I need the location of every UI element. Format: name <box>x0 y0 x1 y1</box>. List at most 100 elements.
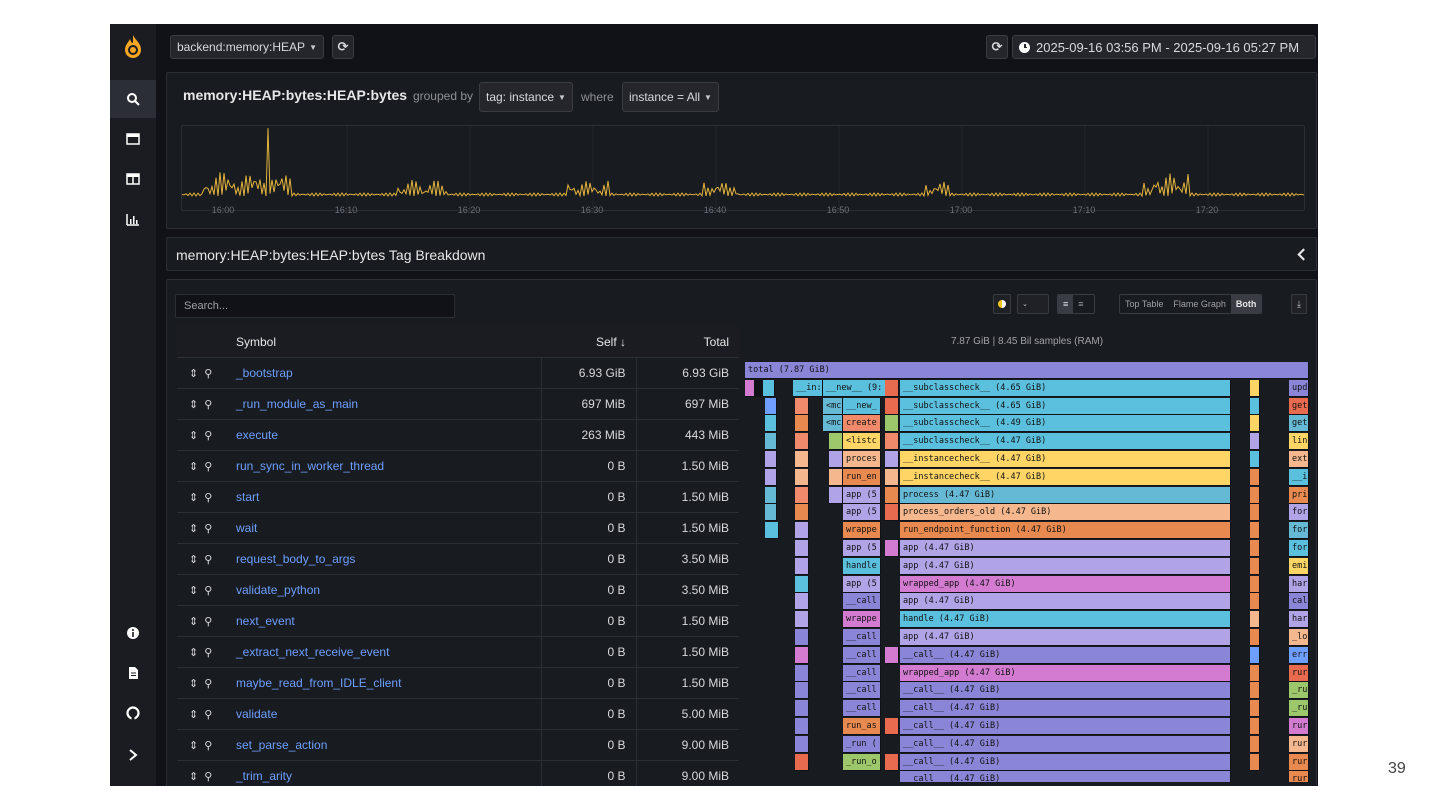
flame-frame[interactable] <box>885 379 899 397</box>
flame-frame[interactable] <box>885 646 899 664</box>
flame-frame[interactable]: process (4.47 GiB) <box>900 486 1231 504</box>
flame-frame[interactable]: app (5 <box>843 540 881 557</box>
search-icon[interactable]: ⚲ <box>204 491 219 504</box>
flame-frame[interactable] <box>795 682 809 700</box>
view-mode-toggle[interactable]: Top Table Flame Graph Both <box>1119 294 1263 314</box>
flame-frame[interactable]: create <box>843 415 881 433</box>
flame-frame[interactable] <box>1250 522 1260 540</box>
flame-frame[interactable]: <listc <box>843 433 881 451</box>
flame-frame[interactable]: lin <box>1289 433 1309 451</box>
sandwich-toggle-icon[interactable]: ⇕ <box>189 367 205 380</box>
flame-frame[interactable]: wrappe <box>843 522 881 540</box>
flame-frame[interactable] <box>795 522 809 540</box>
flame-frame[interactable] <box>765 433 777 451</box>
flame-frame[interactable] <box>1250 611 1260 629</box>
table-row[interactable]: ⇕⚲ run_sync_in_worker_thread 0 B 1.50 MiB <box>177 450 739 482</box>
symbol-link[interactable]: _bootstrap <box>236 366 293 380</box>
flame-frame[interactable]: __call__ (4.47 GiB) <box>900 735 1231 753</box>
symbol-link[interactable]: request_body_to_args <box>236 552 356 566</box>
flame-frame[interactable]: _ru <box>1289 682 1309 700</box>
flame-frame[interactable]: run_endpoint_function (4.47 GiB) <box>900 522 1231 540</box>
flame-frame[interactable] <box>1250 504 1260 522</box>
flame-frame[interactable] <box>1250 540 1260 557</box>
symbol-cell[interactable]: wait <box>235 512 541 544</box>
table-row[interactable]: ⇕⚲ set_parse_action 0 B 9.00 MiB <box>177 729 739 761</box>
flame-frame[interactable]: __call__ (4.47 GiB) <box>900 682 1231 700</box>
table-row[interactable]: ⇕⚲ _run_module_as_main 697 MiB 697 MiB <box>177 388 739 420</box>
search-icon[interactable]: ⚲ <box>204 739 219 752</box>
view-top-table-button[interactable]: Top Table <box>1125 299 1164 309</box>
flame-frame[interactable]: emi <box>1289 557 1309 575</box>
flame-frame[interactable]: app (4.47 GiB) <box>900 593 1231 611</box>
flame-graph[interactable]: total (7.87 GiB) __subclasscheck__ (4.65 … <box>745 362 1309 782</box>
flame-frame[interactable] <box>765 522 779 540</box>
sandwich-toggle-icon[interactable]: ⇕ <box>189 708 205 721</box>
symbol-link[interactable]: _extract_next_receive_event <box>236 645 390 659</box>
flame-frame[interactable] <box>765 486 777 504</box>
flame-frame[interactable] <box>1250 451 1260 468</box>
symbol-link[interactable]: execute <box>236 428 279 442</box>
info-nav-button[interactable] <box>110 614 156 652</box>
flame-frame[interactable]: get <box>1289 415 1309 433</box>
sandwich-toggle-icon[interactable]: ⇕ <box>189 770 205 783</box>
refresh-apps-button[interactable]: ⟳ <box>332 35 354 59</box>
flame-frame[interactable] <box>885 540 899 557</box>
flame-frame[interactable] <box>765 397 777 415</box>
search-icon[interactable]: ⚲ <box>204 553 219 566</box>
flame-frame[interactable] <box>765 468 777 486</box>
symbol-link[interactable]: set_parse_action <box>236 738 328 752</box>
flame-frame[interactable]: cal <box>1289 593 1309 611</box>
search-nav-button[interactable] <box>110 80 156 118</box>
flame-frame[interactable] <box>1250 557 1260 575</box>
flame-frame[interactable] <box>1250 718 1260 735</box>
flame-frame[interactable]: __new__ (9: <box>823 379 891 397</box>
sandwich-toggle-icon[interactable]: ⇕ <box>189 429 205 442</box>
flame-frame[interactable] <box>795 593 809 611</box>
flame-frame[interactable] <box>795 735 809 753</box>
flame-frame[interactable] <box>745 379 755 397</box>
flame-frame[interactable] <box>1250 682 1260 700</box>
flame-frame[interactable] <box>765 415 777 433</box>
flame-frame[interactable]: upd <box>1289 379 1309 397</box>
flame-frame[interactable] <box>885 451 899 468</box>
flame-frame[interactable] <box>755 379 763 397</box>
sandwich-toggle-icon[interactable]: ⇕ <box>189 677 205 690</box>
flame-frame[interactable]: __call <box>843 700 881 718</box>
table-row[interactable]: ⇕⚲ next_event 0 B 1.50 MiB <box>177 605 739 637</box>
flame-frame[interactable] <box>885 397 899 415</box>
sandwich-toggle-icon[interactable]: ⇕ <box>189 553 205 566</box>
self-column-header[interactable]: Self ↓ <box>541 326 636 358</box>
flame-frame[interactable]: __subclasscheck__ (4.47 GiB) <box>900 433 1231 451</box>
sandwich-toggle-icon[interactable]: ⇕ <box>189 460 205 473</box>
symbol-cell[interactable]: _extract_next_receive_event <box>235 636 541 668</box>
table-row[interactable]: ⇕⚲ _extract_next_receive_event 0 B 1.50 MiB <box>177 636 739 668</box>
diff-nav-button[interactable] <box>110 200 156 238</box>
search-icon[interactable]: ⚲ <box>204 522 219 535</box>
flame-frame[interactable] <box>795 557 809 575</box>
table-row[interactable]: ⇕⚲ maybe_read_from_IDLE_client 0 B 1.50 MiB <box>177 667 739 699</box>
flame-frame[interactable]: __call__ (4.47 GiB) <box>900 718 1231 735</box>
flame-frame[interactable] <box>795 611 809 629</box>
flame-frame[interactable]: rur <box>1289 771 1309 782</box>
view-flame-graph-button[interactable]: Flame Graph <box>1173 299 1226 309</box>
search-icon[interactable]: ⚲ <box>204 770 219 783</box>
symbol-cell[interactable]: request_body_to_args <box>235 543 541 575</box>
flame-frame[interactable]: har <box>1289 575 1309 593</box>
symbol-cell[interactable]: _run_module_as_main <box>235 388 541 420</box>
flame-frame[interactable]: __call__ (4.47 GiB) <box>900 646 1231 664</box>
flame-frame[interactable]: __call__ (4.47 GiB) <box>900 771 1231 782</box>
symbol-cell[interactable]: _trim_arity <box>235 760 541 786</box>
flame-frame[interactable]: rur <box>1289 735 1309 753</box>
flame-frame[interactable]: proces <box>843 451 881 468</box>
flame-frame[interactable]: __call__ (4.47 GiB) <box>900 700 1231 718</box>
flame-frame[interactable]: handle <box>843 557 881 575</box>
flame-frame[interactable]: __instancecheck__ (4.47 GiB) <box>900 468 1231 486</box>
flame-frame[interactable]: __call <box>843 664 881 682</box>
flame-frame[interactable] <box>795 629 809 646</box>
flame-frame[interactable]: <mc <box>823 397 843 415</box>
table-row[interactable]: ⇕⚲ wait 0 B 1.50 MiB <box>177 512 739 544</box>
flame-frame[interactable] <box>795 504 809 522</box>
flame-frame[interactable] <box>795 433 809 451</box>
flame-frame[interactable] <box>765 504 777 522</box>
flame-frame[interactable] <box>885 504 899 522</box>
